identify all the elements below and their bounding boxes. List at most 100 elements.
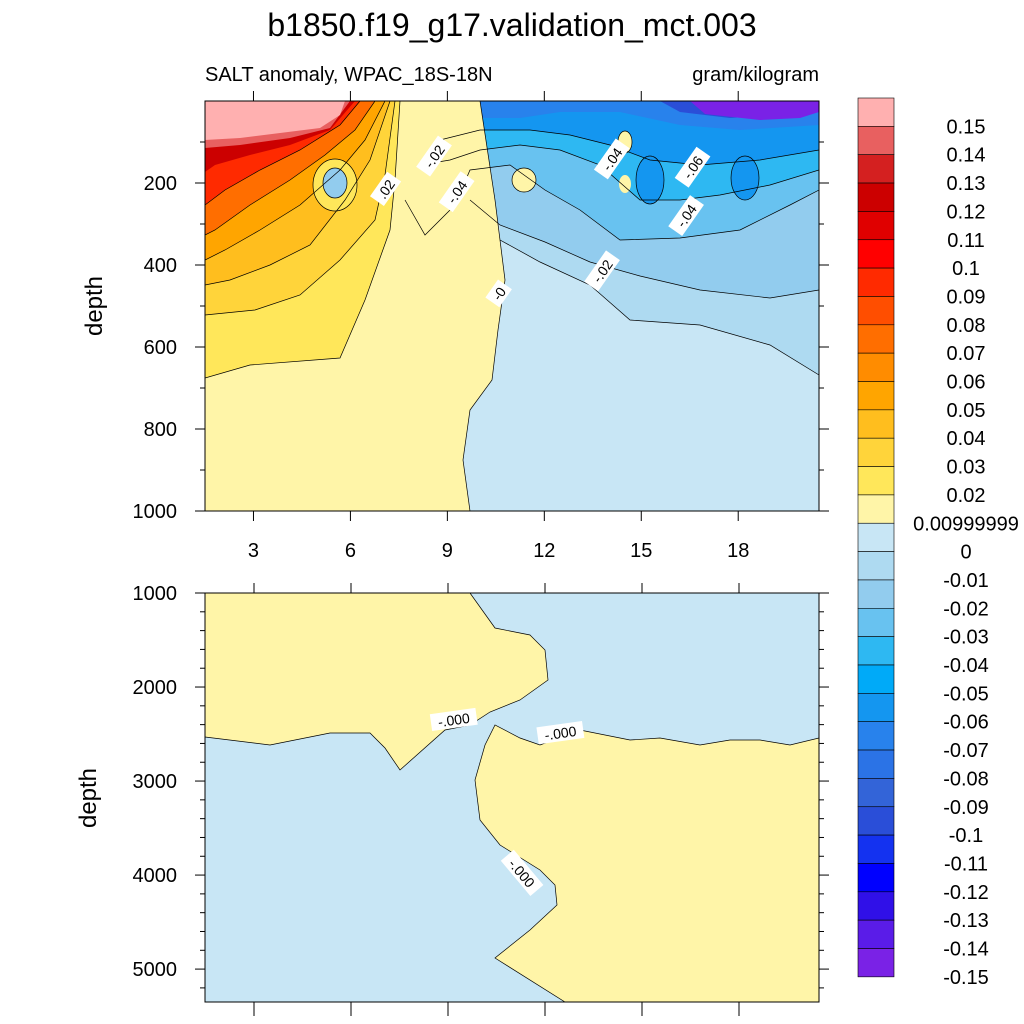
colorbar-label: 0.14 xyxy=(947,145,986,167)
colorbar-label: 0.06 xyxy=(947,372,986,394)
colorbar-label: -0.02 xyxy=(943,598,989,620)
colorbar-swatch xyxy=(857,494,895,524)
colorbar-swatch xyxy=(857,778,895,808)
lower-plot-frame xyxy=(204,592,820,1003)
contour-label-bg xyxy=(438,171,475,213)
upper-y-tick-label: 800 xyxy=(144,419,177,441)
colorbar-swatch xyxy=(857,749,895,779)
colorbar-label: -0.08 xyxy=(943,768,989,790)
lower-contour-label: -.000 xyxy=(429,707,478,732)
colorbar-swatch xyxy=(857,863,895,893)
colorbar-label: -0.14 xyxy=(943,939,989,961)
colorbar-label: -0.05 xyxy=(943,683,989,705)
colorbar-label: 0.13 xyxy=(947,173,986,195)
colorbar-label: 0.09 xyxy=(947,286,986,308)
upper-subtitle-right: gram/kilogram xyxy=(692,64,819,86)
colorbar-label: 0.11 xyxy=(947,230,984,252)
upper-contour-label: -.04 xyxy=(593,138,630,180)
colorbar-label: -0.1 xyxy=(949,825,983,847)
colorbar-label: -0.09 xyxy=(943,797,989,819)
colorbar-label: -0.15 xyxy=(943,967,989,989)
colorbar-label: 0.02 xyxy=(947,485,986,507)
contour-label-bg xyxy=(485,279,512,308)
colorbar-label: -0.03 xyxy=(943,627,989,649)
contour-label-bg xyxy=(416,135,452,177)
colorbar-swatch xyxy=(857,154,895,184)
colorbar-swatch xyxy=(857,551,895,581)
lower-y-tick-label: 1000 xyxy=(133,583,178,605)
colorbar-swatch xyxy=(857,664,895,694)
upper-plot-area xyxy=(205,101,819,511)
upper-y-tick-label: 400 xyxy=(144,255,177,277)
colorbar-swatch xyxy=(857,381,895,411)
upper-axes: 3 6 9 12 15 18 200 400 600 800 1000 xyxy=(133,91,829,562)
colorbar-swatch xyxy=(857,239,895,269)
colorbar-label: 0.03 xyxy=(947,457,986,479)
lower-band-pos-lower xyxy=(475,725,819,1002)
colorbar-swatch xyxy=(857,97,895,127)
colorbar-swatch xyxy=(857,579,895,609)
colorbar-label: 0.04 xyxy=(947,428,986,450)
contour-label-bg xyxy=(593,138,630,180)
colorbar-label: -0.07 xyxy=(943,740,989,762)
colorbar-swatch xyxy=(857,806,895,836)
colorbar-label: 0.05 xyxy=(947,400,986,422)
upper-band-pos-015 xyxy=(205,101,345,140)
contour-label-text: -.000 xyxy=(544,723,578,743)
lower-contour-labels: -.000-.000-.000 xyxy=(429,707,585,896)
contour-label-bg xyxy=(668,195,704,236)
colorbar-swatch xyxy=(857,409,895,439)
lower-y-tick-label: 2000 xyxy=(133,677,178,699)
colorbar-label: -0.06 xyxy=(943,712,989,734)
colorbar-label: 0.07 xyxy=(947,343,986,365)
colorbar-swatch xyxy=(857,211,895,241)
upper-band-neg-015 xyxy=(690,101,819,120)
lower-plot-area xyxy=(205,593,819,1002)
colorbar-label: -0.12 xyxy=(943,882,989,904)
colorbar-label: -0.11 xyxy=(944,853,988,875)
lower-y-tick-label: 3000 xyxy=(133,771,178,793)
upper-eddy-posneg-3 xyxy=(512,168,536,192)
upper-y-axis-title: depth xyxy=(81,276,108,336)
colorbar-swatch xyxy=(857,522,895,552)
colorbar-swatch xyxy=(857,891,895,921)
upper-contour-label: -0 xyxy=(485,279,512,308)
lower-axes: 1000 2000 3000 4000 5000 xyxy=(133,583,829,1016)
colorbar-label: 0.15 xyxy=(947,116,986,138)
contour-label-bg xyxy=(369,171,402,207)
lower-y-tick-label: 5000 xyxy=(133,959,178,981)
upper-subtitle-left: SALT anomaly, WPAC_18S-18N xyxy=(205,64,493,86)
colorbar-swatch xyxy=(857,466,895,496)
colorbar-swatch xyxy=(857,267,895,297)
upper-x-tick-label: 18 xyxy=(727,540,749,562)
colorbar-swatch xyxy=(857,296,895,326)
upper-y-tick-label: 200 xyxy=(144,173,177,195)
upper-x-tick-label: 3 xyxy=(248,540,259,562)
colorbar-label: 0.00999999 xyxy=(913,513,1019,535)
lower-contour-label: -.000 xyxy=(536,720,585,745)
upper-y-tick-label: 600 xyxy=(144,337,177,359)
upper-x-tick-label: 12 xyxy=(533,540,555,562)
colorbar-swatch xyxy=(857,948,895,978)
colorbar-swatch xyxy=(857,834,895,864)
colorbar-swatch xyxy=(857,182,895,212)
colorbar-label: -0.13 xyxy=(943,910,989,932)
colorbar-label: -0.01 xyxy=(943,570,989,592)
colorbar-label: -0.04 xyxy=(943,655,989,677)
lower-y-axis-title: depth xyxy=(75,768,102,828)
contour-label-bg xyxy=(500,849,544,896)
contour-label-bg xyxy=(674,146,711,188)
colorbar-swatch xyxy=(857,324,895,354)
colorbar-swatch xyxy=(857,607,895,637)
colorbar-swatch xyxy=(857,919,895,949)
lower-y-tick-label: 4000 xyxy=(133,865,178,887)
colorbar-label: 0 xyxy=(960,542,971,564)
colorbar-swatch xyxy=(857,437,895,467)
upper-eddy-left-inner xyxy=(323,168,347,198)
colorbar-swatch xyxy=(857,721,895,751)
contour-label-text: -.000 xyxy=(437,710,471,730)
colorbar-label: 0.12 xyxy=(947,201,986,223)
contour-label-bg xyxy=(429,707,478,732)
upper-eddy-right-1 xyxy=(636,156,664,204)
